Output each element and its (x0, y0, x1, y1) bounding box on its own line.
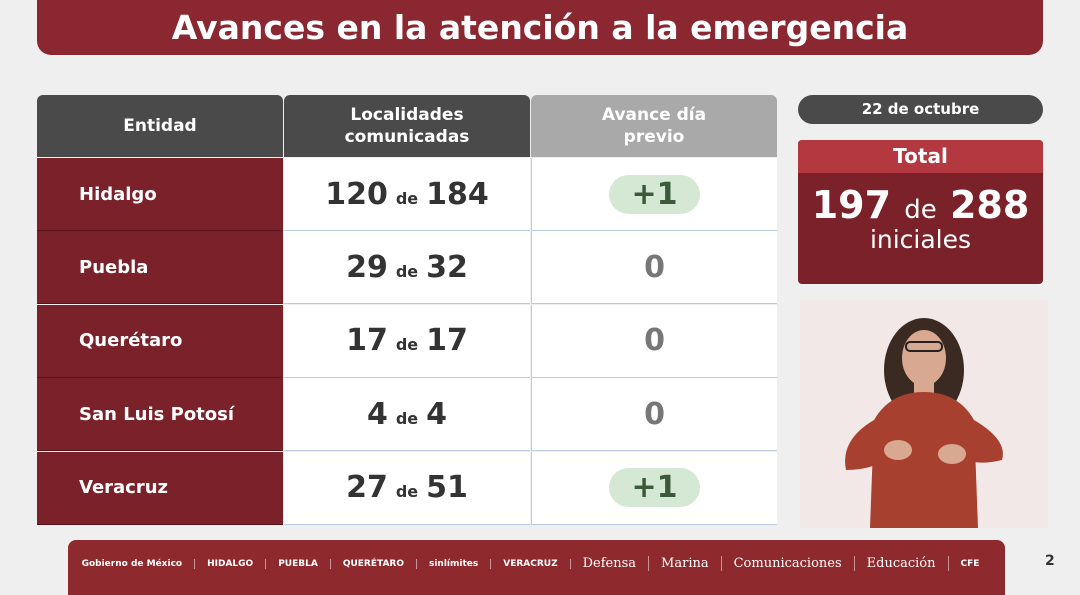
localidades-cell: 27 de 51 (284, 451, 530, 525)
footer-logo: HIDALGO (207, 558, 267, 569)
entidad-cell: Hidalgo (37, 158, 283, 231)
total-label: Total (798, 140, 1043, 173)
progress-table: Entidad Localidades comunicadas Avance d… (37, 95, 777, 525)
avance-cell: 0 (531, 231, 777, 305)
footer-logo: PUEBLA (278, 558, 331, 569)
sign-language-interpreter-video (800, 300, 1048, 528)
avance-cell: 0 (531, 378, 777, 452)
entidad-cell: Puebla (37, 231, 283, 305)
footer-logo-bar: Gobierno de México HIDALGO PUEBLA QUERÉTARO… (68, 540, 1005, 595)
footer-logo: Marina (661, 556, 722, 571)
localidades-cell: 17 de 17 (284, 304, 530, 378)
footer-logo: VERACRUZ (503, 558, 571, 569)
footer-logo: Defensa (583, 556, 650, 571)
footer-logo: CFE (960, 558, 980, 569)
entidad-cell: Veracruz (37, 451, 283, 525)
footer-logo: sinlímites (429, 558, 492, 569)
avance-value: +1 (609, 468, 700, 508)
footer-logo: Educación (867, 556, 949, 571)
page-title: Avances en la atención a la emergencia (37, 0, 1043, 55)
localidades-cell: 120 de 184 (284, 158, 530, 231)
interpreter-figure-icon (845, 318, 1003, 528)
total-suffix: iniciales (869, 225, 972, 254)
localidades-cell: 4 de 4 (284, 378, 530, 452)
avance-value: 0 (644, 249, 665, 285)
entidad-cell: Querétaro (37, 304, 283, 378)
header-avance: Avance día previo (531, 95, 777, 157)
entidad-cell: San Luis Potosí (37, 378, 283, 452)
footer-logo: Comunicaciones (734, 556, 855, 571)
avance-value: +1 (609, 174, 700, 214)
header-localidades: Localidades comunicadas (284, 95, 530, 157)
avance-cell: +1 (531, 158, 777, 231)
header-entidad: Entidad (37, 95, 283, 157)
footer-logo: QUERÉTARO (343, 558, 417, 569)
page-number: 2 (1045, 553, 1055, 569)
avance-value: 0 (644, 396, 665, 432)
date-badge: 22 de octubre (798, 95, 1043, 124)
total-card: Total 197 de 288 iniciales (798, 140, 1043, 284)
footer-logo: Gobierno de México (82, 558, 196, 569)
avance-value: 0 (644, 323, 665, 359)
localidades-cell: 29 de 32 (284, 231, 530, 305)
avance-cell: +1 (531, 451, 777, 525)
avance-cell: 0 (531, 304, 777, 378)
total-value: 197 de 288 (811, 183, 1030, 227)
